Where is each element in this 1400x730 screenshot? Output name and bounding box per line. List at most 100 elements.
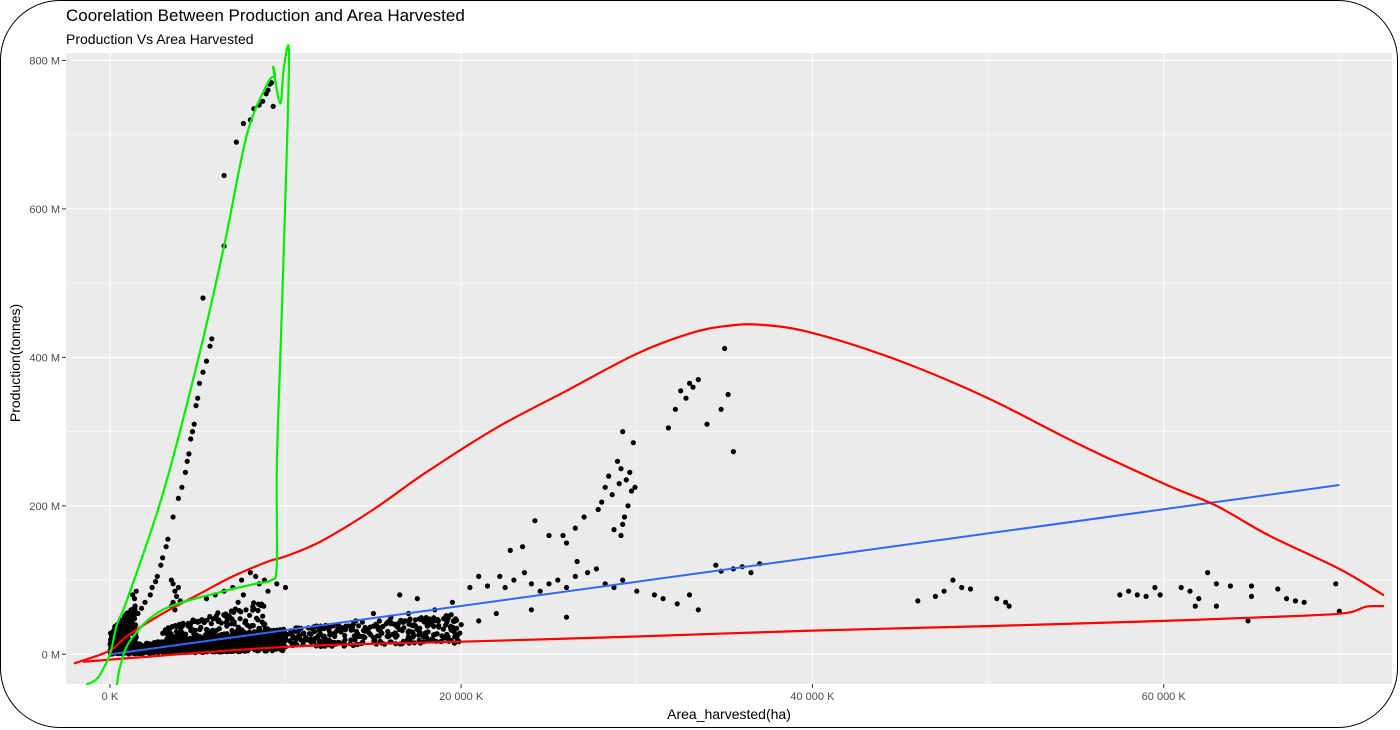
data-point bbox=[158, 562, 164, 568]
data-point bbox=[351, 633, 357, 639]
data-point bbox=[440, 626, 446, 632]
data-point bbox=[269, 640, 275, 646]
data-point bbox=[595, 506, 601, 513]
data-point bbox=[191, 421, 197, 427]
data-point bbox=[476, 618, 482, 624]
data-point bbox=[240, 592, 246, 598]
data-point bbox=[406, 621, 412, 627]
data-point bbox=[243, 607, 249, 613]
data-point bbox=[959, 584, 965, 591]
data-point bbox=[179, 484, 185, 490]
data-point bbox=[117, 627, 123, 633]
data-point bbox=[1143, 593, 1149, 600]
data-point bbox=[436, 622, 442, 629]
data-point bbox=[156, 649, 162, 655]
data-point bbox=[722, 345, 728, 352]
data-point bbox=[690, 384, 696, 390]
data-point bbox=[278, 638, 284, 644]
data-point bbox=[342, 627, 348, 633]
data-point bbox=[147, 592, 153, 598]
data-point bbox=[563, 614, 570, 620]
data-point bbox=[546, 532, 552, 539]
data-point bbox=[695, 377, 701, 383]
data-point bbox=[331, 639, 337, 646]
data-point bbox=[384, 633, 390, 639]
data-point bbox=[424, 622, 430, 628]
data-point bbox=[1248, 583, 1255, 589]
data-point bbox=[572, 573, 578, 580]
plot-panel bbox=[66, 53, 1392, 684]
data-point bbox=[451, 629, 457, 635]
data-point bbox=[149, 584, 155, 591]
data-point bbox=[160, 630, 166, 636]
data-point bbox=[251, 641, 257, 647]
data-point bbox=[186, 451, 192, 457]
data-point bbox=[338, 629, 344, 635]
data-point bbox=[410, 629, 416, 636]
red-annotation-line bbox=[73, 323, 1385, 665]
data-point bbox=[192, 645, 199, 651]
data-point bbox=[229, 627, 235, 634]
data-point bbox=[165, 536, 171, 542]
data-point bbox=[452, 618, 458, 624]
data-point bbox=[182, 469, 188, 475]
data-point bbox=[223, 611, 229, 617]
data-point bbox=[725, 391, 731, 398]
data-point bbox=[353, 628, 359, 634]
data-point bbox=[224, 616, 231, 623]
data-point bbox=[224, 642, 230, 648]
data-point bbox=[618, 466, 624, 472]
data-point bbox=[414, 626, 420, 632]
data-point bbox=[204, 617, 210, 623]
data-point bbox=[255, 639, 261, 645]
data-point bbox=[683, 395, 689, 401]
data-point bbox=[209, 641, 215, 647]
data-point bbox=[994, 596, 1000, 602]
data-point bbox=[497, 573, 503, 580]
data-point bbox=[239, 627, 245, 633]
data-point bbox=[449, 599, 455, 605]
data-point bbox=[581, 514, 587, 520]
data-point bbox=[247, 570, 253, 576]
data-point bbox=[686, 380, 693, 386]
data-point bbox=[414, 596, 420, 602]
data-point bbox=[410, 634, 416, 640]
chart-title: Coorelation Between Production and Area … bbox=[66, 6, 465, 25]
data-point bbox=[431, 615, 437, 621]
data-point bbox=[326, 637, 332, 643]
data-point bbox=[611, 584, 617, 591]
data-point bbox=[385, 628, 391, 635]
data-point bbox=[200, 369, 206, 375]
data-point bbox=[195, 395, 201, 401]
data-point bbox=[231, 621, 237, 627]
data-point bbox=[401, 625, 407, 631]
x-tick-label: 20 000 K bbox=[439, 691, 484, 703]
data-point bbox=[420, 634, 426, 640]
data-point bbox=[614, 458, 621, 464]
data-point bbox=[502, 584, 508, 591]
data-point bbox=[932, 593, 939, 600]
data-point bbox=[367, 632, 374, 638]
data-point bbox=[207, 343, 213, 349]
data-point bbox=[210, 616, 216, 622]
data-point bbox=[618, 532, 624, 539]
data-point bbox=[435, 618, 441, 624]
data-point bbox=[632, 484, 638, 490]
data-point bbox=[168, 631, 174, 637]
data-point bbox=[443, 622, 449, 628]
data-point bbox=[422, 630, 429, 636]
data-point bbox=[174, 593, 180, 600]
data-point bbox=[434, 631, 440, 637]
data-point bbox=[1245, 618, 1251, 624]
data-point bbox=[362, 634, 368, 641]
data-point bbox=[704, 421, 710, 427]
data-point bbox=[950, 577, 956, 583]
data-point bbox=[1134, 592, 1140, 598]
data-point bbox=[532, 518, 538, 524]
data-point bbox=[190, 618, 196, 625]
data-point bbox=[294, 635, 300, 641]
data-point bbox=[131, 616, 138, 622]
data-point bbox=[1196, 596, 1202, 602]
